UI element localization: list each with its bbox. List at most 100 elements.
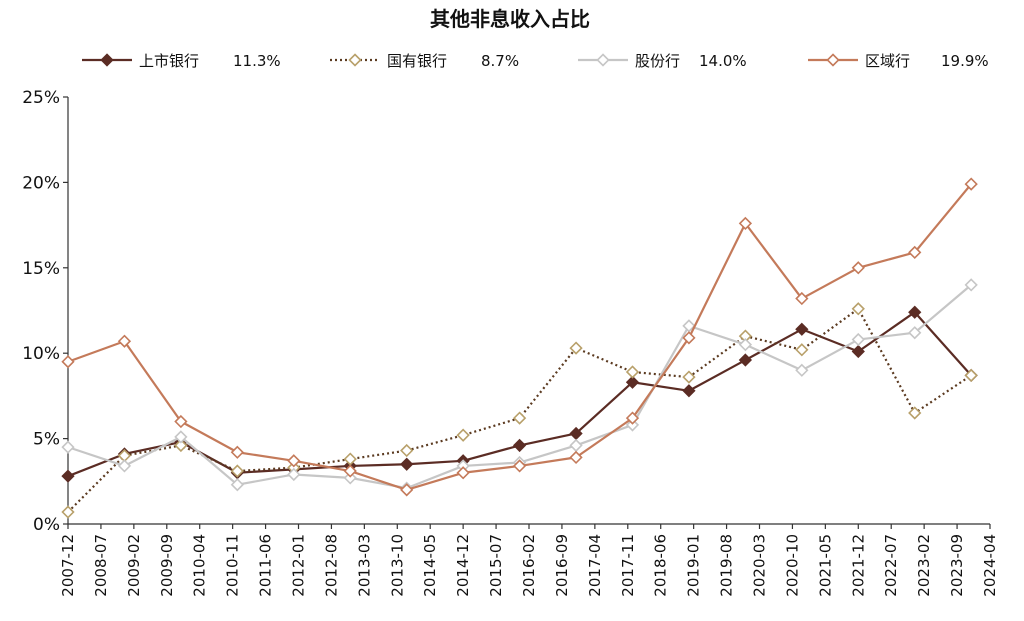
x-tick-label: 2016-09 [553, 534, 571, 597]
data-point [625, 375, 640, 389]
data-point [908, 305, 922, 319]
x-tick-label: 2021-05 [816, 534, 834, 597]
chart-title: 其他非息收入占比 [430, 7, 590, 31]
data-point [61, 505, 75, 519]
data-point [964, 278, 978, 292]
data-point [964, 177, 978, 191]
data-point [851, 302, 865, 316]
x-tick-label: 2010-11 [224, 534, 242, 597]
data-point [795, 343, 809, 357]
legend-marker [348, 53, 362, 67]
data-point [795, 291, 809, 306]
data-point [230, 478, 244, 492]
x-tick-label: 2022-07 [882, 534, 900, 597]
x-tick-label: 2008-07 [92, 534, 110, 597]
legend-value: 11.3% [233, 52, 281, 70]
legend-item-3: 区域行 19.9% [808, 52, 989, 70]
data-point [795, 322, 809, 336]
legend-label: 国有银行 [387, 52, 447, 70]
x-tick-label: 2018-06 [652, 534, 670, 597]
data-point [512, 411, 527, 425]
data-point [117, 459, 132, 473]
data-point [400, 457, 414, 471]
x-tick-label: 2017-04 [586, 534, 604, 597]
x-tick-label: 2007-12 [59, 534, 77, 597]
legend-marker [826, 53, 840, 67]
data-point [456, 466, 470, 480]
legend-value: 19.9% [941, 52, 989, 70]
x-tick-label: 2014-12 [454, 534, 472, 597]
x-tick-label: 2023-09 [948, 534, 966, 597]
legend-marker [596, 53, 610, 67]
x-tick-label: 2024-04 [981, 534, 999, 597]
x-tick-label: 2012-01 [290, 534, 308, 597]
data-point [512, 459, 527, 473]
x-tick-label: 2016-02 [520, 534, 538, 597]
x-tick-label: 2023-02 [915, 534, 933, 597]
data-point [738, 338, 753, 352]
data-point [795, 363, 809, 377]
data-point [682, 384, 696, 398]
x-tick-label: 2017-11 [619, 534, 637, 597]
data-point [61, 469, 75, 483]
data-point [682, 331, 696, 345]
data-point [625, 418, 640, 432]
data-point [400, 443, 414, 458]
data-point [738, 353, 753, 367]
data-point [174, 438, 188, 453]
x-tick-label: 2012-08 [322, 534, 340, 597]
y-tick-label: 15% [22, 259, 60, 279]
legend-item-0: 上市银行 11.3% [82, 52, 281, 70]
y-axis: 0% 5% 10% 15% 20% 25% [22, 88, 69, 535]
x-tick-label: 2013-03 [355, 534, 373, 597]
data-point [456, 428, 470, 442]
x-tick-label: 2019-08 [718, 534, 736, 597]
legend-item-1: 国有银行 8.7% [330, 52, 519, 70]
x-tick-label: 2014-05 [421, 534, 439, 597]
data-point [569, 438, 583, 453]
x-tick-label: 2011-06 [257, 534, 275, 597]
x-tick-label: 2019-01 [685, 534, 703, 597]
data-point [287, 454, 301, 468]
data-point [908, 245, 922, 260]
x-tick-label: 2020-10 [783, 534, 801, 597]
series-layer [61, 177, 978, 519]
x-tick-label: 2020-03 [751, 534, 769, 597]
x-tick-label: 2010-04 [191, 534, 209, 597]
data-point [851, 344, 865, 359]
data-point [230, 464, 244, 478]
series-0 [61, 305, 978, 483]
x-tick-label: 2013-10 [388, 534, 406, 597]
data-point [61, 440, 75, 454]
series-3 [61, 177, 978, 497]
legend-label: 股份行 [635, 52, 680, 70]
data-point [851, 332, 865, 347]
legend-marker [100, 53, 114, 67]
x-axis: 2007-12 2008-07 2009-02 2009-09 2010-04 2010-… [59, 523, 999, 597]
data-point [738, 216, 753, 231]
data-point [117, 334, 132, 348]
data-point [512, 438, 527, 453]
y-tick-label: 20% [22, 173, 60, 193]
y-tick-label: 10% [22, 344, 60, 364]
legend-value: 14.0% [699, 52, 747, 70]
data-point [61, 355, 75, 369]
data-point [682, 370, 696, 384]
data-point [569, 450, 583, 465]
data-point [343, 452, 357, 466]
data-point [230, 445, 244, 459]
data-point [851, 261, 865, 275]
data-point [287, 467, 301, 482]
legend-label: 上市银行 [139, 52, 199, 70]
series-line [67, 307, 972, 513]
data-point [625, 365, 640, 379]
data-point [964, 368, 978, 383]
legend-label: 区域行 [865, 52, 910, 70]
y-tick-label: 5% [33, 430, 60, 450]
y-tick-label: 0% [33, 515, 60, 535]
x-tick-label: 2015-07 [487, 534, 505, 597]
legend: 上市银行 11.3% 国有银行 8.7% 股份行 14.0% 区域行 19.9% [82, 52, 989, 70]
data-point [343, 464, 357, 478]
x-tick-label: 2021-12 [849, 534, 867, 597]
